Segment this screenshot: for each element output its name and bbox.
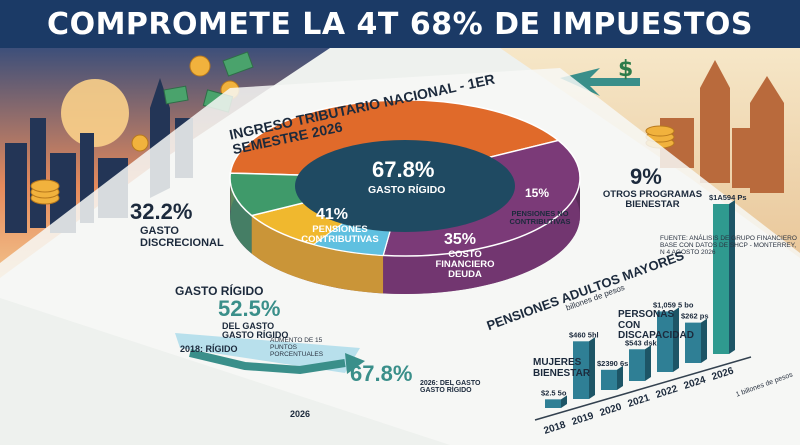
bar-chart-source: FUENTE: ANÁLISIS DE GRUPO FINANCIERO BAS… (660, 235, 797, 256)
donut-slice-side (230, 173, 252, 254)
bar-annotation-discapacidad: PERSONAS CON DISCAPACIDAD (618, 309, 694, 341)
bar (685, 322, 701, 363)
bar-side (589, 337, 595, 399)
bar (629, 349, 645, 381)
bar-side (645, 345, 651, 381)
pie-center-label: GASTO RÍGIDO (368, 184, 446, 196)
bar-side (617, 365, 623, 390)
headline: COMPROMETE LA 4T 68% DE IMPUESTOS (47, 6, 753, 42)
bar-value-label: $262 ps (681, 312, 709, 321)
trend-start-label: DEL GASTO GASTO RÍGIDO (222, 321, 289, 341)
bar-value-label: $543 dsk (625, 338, 658, 347)
bar-annotation-mujeres: MUJERES BIENESTAR (533, 357, 591, 379)
bar-chart-axis (534, 356, 752, 421)
bar-side (673, 307, 679, 372)
trend-arrowhead (345, 353, 365, 374)
bar (713, 204, 729, 354)
bar-value-label: $2.5 5o (541, 388, 567, 397)
trend-start-value: 52.5% (218, 296, 281, 321)
trend-middle-note: AUMENTO DE 15 PUNTOS PORCENTUALES (270, 337, 324, 358)
bar-value-label: $1A594 Ps (709, 193, 747, 202)
outer-label-value-left: 32.2% (130, 199, 193, 224)
trend-title: GASTO RÍGIDO (175, 284, 264, 298)
slice-label-pensiones-contributivas-value: 41% (316, 206, 349, 223)
donut-hole (295, 140, 515, 232)
trend-end-label: 2026: DEL GASTO GASTO RÍGIDO (420, 380, 481, 395)
bar (601, 369, 617, 390)
slice-label-pensiones-no-contributivas-value: 15% (525, 186, 550, 200)
bar-value-label: $2390 6s (597, 359, 628, 368)
bar (545, 399, 561, 408)
slice-label-costo-financiero: COSTO FINANCIERO DEUDA (435, 249, 495, 280)
bar-value-label: $460 5hl (569, 330, 599, 339)
trend-x-end: 2026 (290, 409, 311, 419)
gasto-rigido-trend (175, 333, 365, 375)
bar (657, 311, 673, 372)
bar-side (729, 200, 735, 354)
trend-end-value: 67.8% (350, 361, 413, 386)
slice-label-pensiones-contributivas: PENSIONES CONTRIBUTIVAS (301, 224, 379, 245)
outer-label-text-right: OTROS PROGRAMAS BIENESTAR (602, 189, 703, 210)
trend-line (189, 349, 346, 375)
colonial-town-illustration: $ (500, 48, 800, 258)
trend-x-start: 2018: RÍGIDO (180, 344, 238, 354)
outer-label-text-left: GASTO DISCRECIONAL (140, 225, 224, 249)
slice-label-costo-financiero-value: 35% (444, 231, 477, 248)
slice-label-pensiones-no-contributivas: PENSIONES NO CONTRIBUTIVAS (509, 209, 571, 226)
headline-banner: COMPROMETE LA 4T 68% DE IMPUESTOS (0, 0, 800, 48)
bar (573, 341, 589, 399)
outer-label-value-right: 9% (630, 164, 662, 189)
donut-chart (229, 99, 581, 294)
svg-text:$: $ (618, 57, 633, 82)
bar-value-label: $1,059 5 bo (653, 300, 694, 309)
pie-center-value: 67.8% (372, 157, 435, 182)
bar-side (561, 395, 567, 408)
bar-side (701, 318, 707, 363)
